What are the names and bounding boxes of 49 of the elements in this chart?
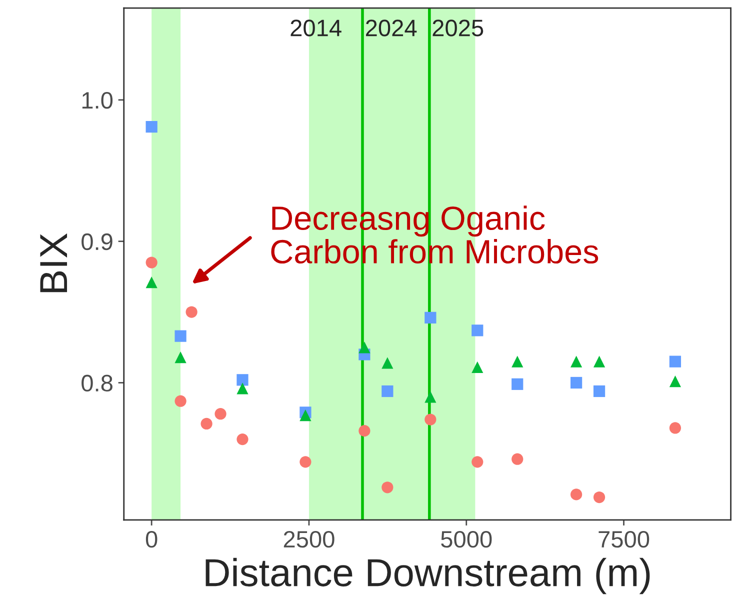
point xyxy=(300,409,312,422)
point xyxy=(382,385,394,398)
point xyxy=(214,408,226,420)
point xyxy=(570,488,582,500)
y-tick-label: 0.9 xyxy=(82,233,112,250)
point xyxy=(593,491,606,504)
point xyxy=(424,414,436,426)
point xyxy=(236,382,248,394)
point xyxy=(570,376,582,389)
point xyxy=(236,374,248,386)
point xyxy=(669,356,682,368)
point xyxy=(358,425,370,437)
point xyxy=(186,306,198,318)
annotation: 2024 xyxy=(366,20,417,36)
point xyxy=(593,385,606,398)
point xyxy=(424,391,436,403)
point xyxy=(382,482,394,494)
point xyxy=(358,342,370,354)
point xyxy=(174,395,186,407)
point xyxy=(593,356,606,368)
y-axis-title: BIX xyxy=(40,233,68,292)
annotation: 2025 xyxy=(432,20,484,36)
point xyxy=(570,356,582,368)
x-tick-label: 2500 xyxy=(284,530,334,548)
point xyxy=(512,453,524,465)
point xyxy=(146,120,158,133)
annotation: 2014 xyxy=(290,20,342,36)
point xyxy=(200,418,212,430)
x-tick-label: 5000 xyxy=(441,530,492,548)
point xyxy=(512,378,524,390)
point xyxy=(236,433,248,446)
point xyxy=(146,256,158,268)
point xyxy=(512,356,524,368)
point xyxy=(300,456,312,468)
x-tick-label: 7500 xyxy=(598,530,650,548)
point xyxy=(472,324,484,336)
point xyxy=(146,276,158,288)
x-axis-title: Distance Downstream (m) xyxy=(206,558,650,594)
point xyxy=(669,376,682,388)
point xyxy=(669,422,682,434)
point xyxy=(382,357,394,369)
y-tick-label: 0.8 xyxy=(82,374,112,392)
point xyxy=(174,351,186,364)
x-tick-label: 0 xyxy=(146,530,158,548)
point xyxy=(424,312,436,324)
point xyxy=(472,456,484,468)
y-tick-label: 1.0 xyxy=(82,92,113,109)
point xyxy=(472,361,484,373)
point xyxy=(174,330,186,342)
